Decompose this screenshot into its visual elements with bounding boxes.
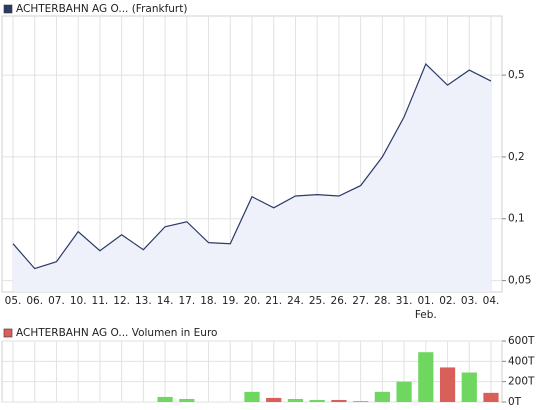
x-sub-label: Feb.	[415, 309, 437, 321]
legend-swatch	[3, 328, 13, 338]
legend-swatch	[3, 4, 13, 14]
volume-bar	[418, 352, 434, 402]
volume-bar	[287, 398, 304, 402]
x-tick-label: 21.	[265, 295, 282, 307]
volume-bar	[353, 400, 369, 402]
x-tick-label: 17.	[178, 295, 195, 307]
x-tick-label: 31.	[396, 295, 413, 307]
x-tick-label: 19.	[222, 295, 239, 307]
volume-bar	[309, 399, 325, 402]
x-tick-label: 25.	[309, 295, 326, 307]
x-tick-label: 24.	[287, 295, 304, 307]
volume-bar	[483, 392, 499, 402]
y-tick-label: 0T	[508, 396, 522, 408]
volume-bar	[179, 398, 195, 402]
x-tick-label: 28.	[374, 295, 391, 307]
x-tick-label: 10.	[70, 295, 87, 307]
volume-bar	[461, 372, 477, 402]
volume-bar	[244, 391, 260, 402]
volume-bar	[266, 397, 282, 402]
x-tick-label: 11.	[92, 295, 109, 307]
x-tick-label: 04.	[483, 295, 500, 307]
volume-bar	[157, 396, 173, 402]
x-tick-label: 20.	[244, 295, 261, 307]
y-tick-label: 0,05	[508, 275, 531, 287]
volume-bar	[396, 381, 412, 402]
volume-bar	[331, 399, 347, 402]
y-tick-label: 400T	[508, 355, 535, 367]
x-tick-label: 27.	[352, 295, 369, 307]
x-tick-label: 12.	[113, 295, 130, 307]
y-tick-label: 600T	[508, 335, 535, 347]
x-tick-label: 03.	[461, 295, 478, 307]
legend-label: ACHTERBAHN AG O... (Frankfurt)	[16, 3, 187, 15]
y-tick-label: 0,1	[508, 213, 525, 225]
legend-label: ACHTERBAHN AG O... Volumen in Euro	[16, 327, 217, 339]
y-tick-label: 0,5	[508, 69, 525, 81]
x-tick-label: 02.	[439, 295, 456, 307]
volume-bar	[439, 367, 456, 402]
y-tick-label: 200T	[508, 376, 535, 388]
x-tick-label: 01.	[417, 295, 434, 307]
price-line	[12, 63, 492, 270]
x-tick-label: 26.	[331, 295, 348, 307]
x-tick-label: 13.	[135, 295, 152, 307]
volume-bar	[374, 391, 390, 402]
x-tick-label: 07.	[48, 295, 65, 307]
x-tick-label: 14.	[157, 295, 174, 307]
x-tick-label: 05.	[5, 295, 22, 307]
y-tick-label: 0,2	[508, 151, 525, 163]
x-tick-label: 18.	[200, 295, 217, 307]
area	[13, 64, 491, 292]
x-tick-label: 06.	[26, 295, 43, 307]
